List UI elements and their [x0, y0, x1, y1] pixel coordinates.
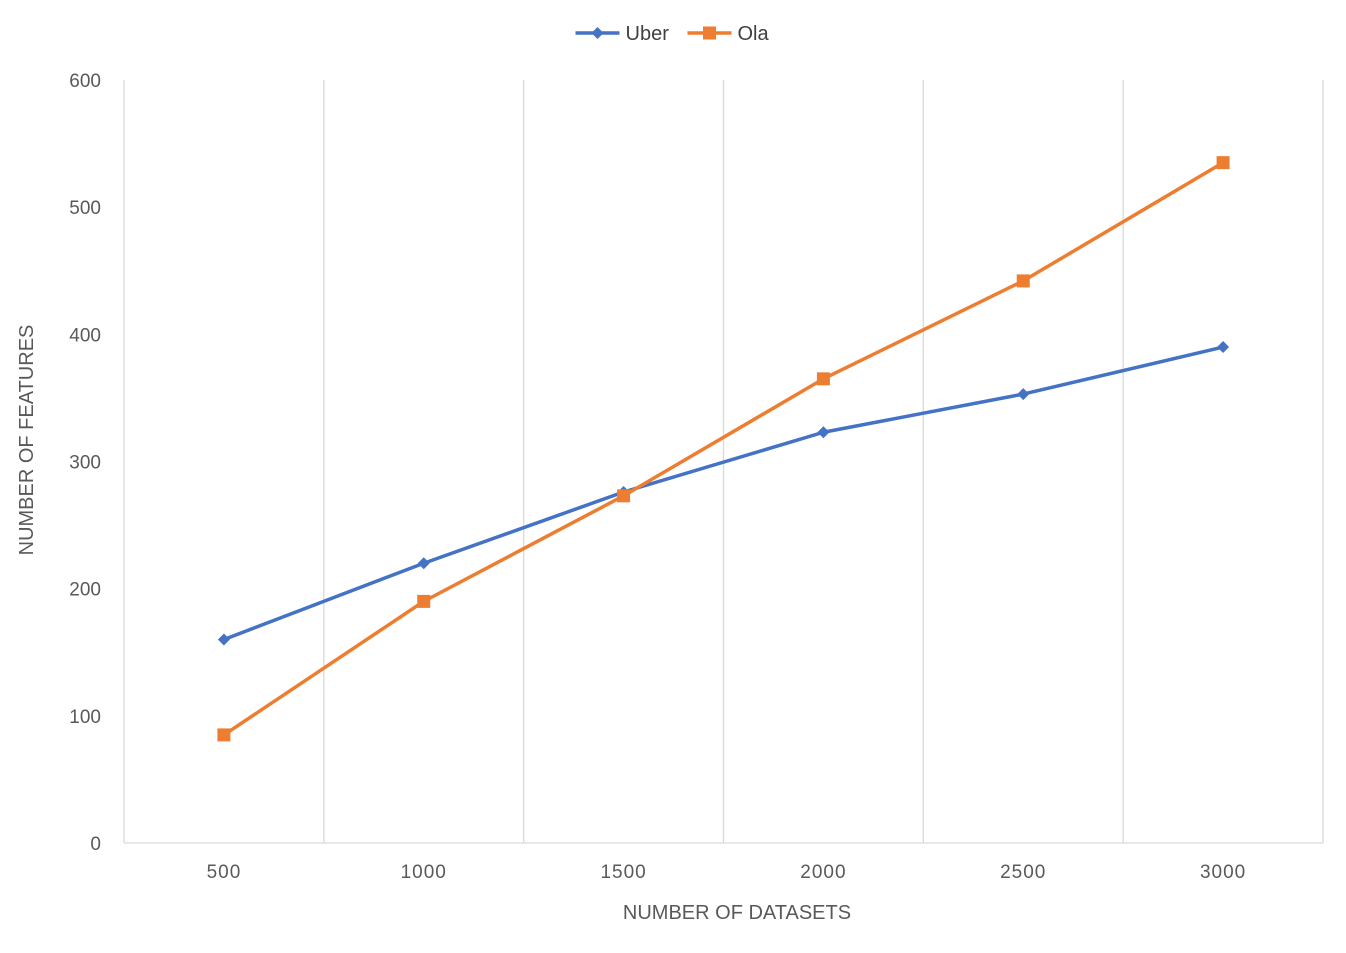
series-markers [217, 156, 1230, 742]
y-tick-label: 0 [90, 834, 101, 855]
series-lines [222, 160, 1225, 737]
uber-series-line [222, 345, 1225, 642]
x-axis-title: NUMBER OF DATASETS [623, 902, 851, 924]
uber-data-point [417, 557, 430, 570]
tick-labels: 0 100 200 300 400 500 600 500 1000 1500 2000 2500 30… [69, 71, 1246, 883]
x-tick-label: 1500 [600, 862, 646, 883]
uber-data-point [817, 426, 830, 439]
ola-data-point [617, 489, 631, 503]
ola-data-point [417, 594, 431, 608]
ola-series-line [222, 160, 1225, 737]
y-tick-label: 300 [69, 453, 101, 474]
ola-legend-marker [703, 26, 716, 40]
x-tick-label: 1000 [401, 862, 447, 883]
ola-data-point [217, 728, 231, 742]
x-tick-label: 500 [207, 862, 242, 883]
uber-data-point [217, 633, 230, 646]
y-axis-title: NUMBER OF FEATURES [16, 325, 38, 556]
ola-data-point [1016, 274, 1030, 288]
x-tick-label: 2500 [1000, 862, 1046, 883]
ola-data-point [816, 372, 830, 386]
y-tick-label: 100 [69, 707, 101, 728]
uber-legend-label: Uber [626, 23, 670, 45]
uber-legend-marker [591, 27, 604, 39]
legend: Uber Ola [575, 23, 770, 45]
y-tick-label: 200 [69, 580, 101, 601]
x-tick-label: 2000 [800, 862, 846, 883]
uber-data-point [1217, 341, 1230, 354]
uber-data-point [1017, 388, 1030, 401]
y-tick-label: 400 [69, 325, 101, 346]
y-tick-label: 600 [69, 71, 101, 92]
y-tick-label: 500 [69, 198, 101, 219]
ola-legend-label: Ola [738, 23, 770, 45]
x-tick-label: 3000 [1200, 862, 1246, 883]
ola-data-point [1216, 156, 1230, 170]
grid-lines [123, 80, 1324, 843]
